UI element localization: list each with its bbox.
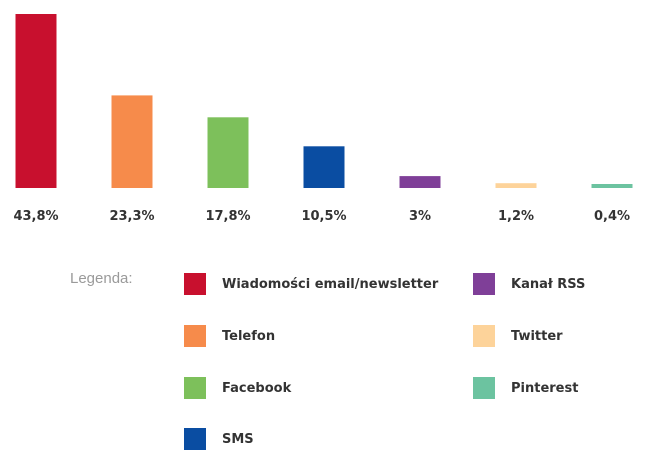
legend-title: Legenda:: [70, 270, 133, 287]
value-label-6: 0,4%: [594, 209, 630, 224]
bar-2: [207, 117, 249, 188]
legend-item-3: SMS: [184, 428, 254, 450]
legend-item-4: Kanał RSS: [473, 273, 585, 295]
legend-swatch-0: [184, 273, 206, 295]
value-label-4: 3%: [409, 209, 431, 224]
legend-swatch-6: [473, 377, 495, 399]
legend-label-6: Pinterest: [511, 380, 579, 396]
bar-0: [15, 14, 57, 188]
legend-swatch-4: [473, 273, 495, 295]
legend-item-1: Telefon: [184, 325, 275, 347]
legend-label-5: Twitter: [511, 328, 563, 344]
bar-chart: 43,8% 23,3% 17,8% 10,5% 3% 1,2% 0,4%: [13, 14, 633, 224]
bar-4: [399, 176, 441, 188]
bar-3: [303, 146, 345, 188]
value-label-2: 17,8%: [205, 209, 250, 224]
value-label-1: 23,3%: [109, 209, 154, 224]
legend-label-4: Kanał RSS: [511, 276, 586, 292]
legend-label-1: Telefon: [222, 328, 276, 344]
legend-item-0: Wiadomości email/newsletter: [184, 273, 438, 295]
legend-label-3: SMS: [222, 431, 254, 447]
bar-5: [495, 183, 537, 188]
legend-item-6: Pinterest: [473, 377, 578, 399]
value-label-3: 10,5%: [301, 209, 346, 224]
legend-item-2: Facebook: [184, 377, 291, 399]
legend-label-2: Facebook: [222, 380, 292, 396]
value-labels-group: 43,8% 23,3% 17,8% 10,5% 3% 1,2% 0,4%: [13, 209, 630, 224]
legend-label-0: Wiadomości email/newsletter: [222, 276, 439, 292]
bars-group: [15, 14, 633, 188]
legend-swatch-2: [184, 377, 206, 399]
legend-swatch-3: [184, 428, 206, 450]
value-label-0: 43,8%: [13, 209, 58, 224]
value-label-5: 1,2%: [498, 209, 534, 224]
legend-swatch-5: [473, 325, 495, 347]
legend-swatch-1: [184, 325, 206, 347]
bar-1: [111, 95, 153, 188]
bar-6: [591, 184, 633, 188]
legend-item-5: Twitter: [473, 325, 563, 347]
